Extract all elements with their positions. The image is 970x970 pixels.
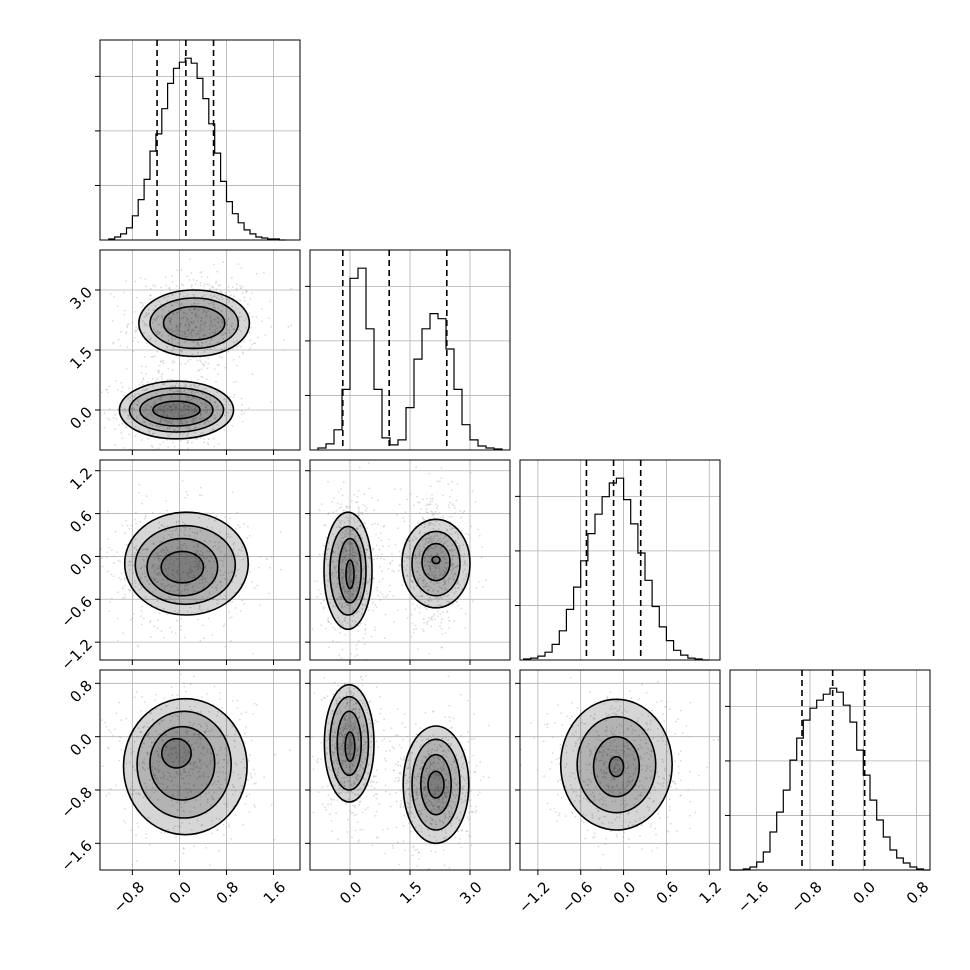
pair-frame-3-0 [99, 669, 301, 871]
scatter-points-3-1 [311, 670, 490, 870]
ytick-label-2-1: −0.6 [58, 593, 96, 631]
contour-3-1-0 [344, 731, 356, 763]
contour-2-0-3 [123, 511, 250, 616]
histogram-panel-1 [305, 249, 511, 451]
xtick-label-0-1: 0.0 [166, 878, 196, 908]
histogram-0 [108, 57, 286, 241]
contour-3-1-1 [336, 710, 363, 777]
contour-2-0-0 [160, 550, 205, 584]
contour-3-2-3 [559, 698, 673, 831]
histogram-frame-3 [729, 669, 931, 871]
contour-3-0-1 [149, 725, 216, 801]
histogram-frame-1 [309, 249, 511, 451]
contour-1-0-4 [139, 393, 214, 427]
pair-panel-3-2 [515, 669, 721, 875]
contour-3-2-0 [608, 755, 625, 778]
xtick-label-0-0: −0.8 [110, 878, 148, 916]
xtick-label-1-1: 1.5 [396, 878, 426, 908]
xtick-label-3-2: 0.0 [849, 878, 879, 908]
histogram-frame-0 [99, 39, 301, 241]
xtick-label-1-0: 0.0 [336, 878, 366, 908]
xtick-label-3-1: −0.8 [787, 878, 825, 916]
contour-3-1-2 [329, 695, 370, 791]
histogram-1 [317, 267, 503, 450]
ytick-label-2-0: −1.2 [58, 635, 96, 673]
xtick-label-2-3: 0.6 [653, 878, 683, 908]
contour-1-0-1 [149, 297, 240, 350]
pair-panel-2-1 [305, 459, 511, 665]
ytick-label-1-1: 1.5 [66, 343, 96, 373]
contour-3-1-3 [323, 683, 375, 803]
histogram-panel-0 [95, 39, 301, 241]
contour-3-2-1 [592, 735, 641, 798]
contour-1-0-3 [152, 400, 201, 420]
pair-panel-3-1 [305, 669, 511, 875]
contour-2-1-1 [337, 537, 362, 604]
xtick-label-2-0: −1.2 [515, 878, 553, 916]
contour-2-1-5 [421, 542, 451, 582]
ytick-label-1-0: 0.0 [66, 403, 96, 433]
contour-2-0-1 [146, 537, 219, 597]
contour-3-0-3 [122, 697, 248, 836]
density-shading-3-1 [324, 684, 469, 844]
contour-3-1-6 [411, 738, 461, 831]
pair-frame-3-1 [309, 669, 511, 871]
xtick-label-3-0: −1.6 [734, 878, 772, 916]
contour-3-0-0 [160, 737, 192, 769]
contour-3-1-7 [402, 725, 470, 845]
ytick-label-2-4: 1.2 [66, 464, 96, 494]
contour-2-1-6 [411, 530, 461, 597]
histogram-3 [730, 687, 930, 871]
ytick-label-3-2: 0.0 [66, 730, 96, 760]
contour-3-0-2 [136, 710, 232, 819]
contour-3-1-4 [427, 770, 445, 799]
scatter-points-3-2 [520, 676, 719, 870]
xtick-label-2-2: 0.0 [610, 878, 640, 908]
contour-3-2-2 [576, 715, 657, 814]
contour-2-1-4 [431, 555, 441, 565]
xtick-label-1-2: 3.0 [456, 878, 486, 908]
pair-panel-1-0 [95, 249, 301, 455]
pair-frame-2-0 [99, 459, 301, 661]
contour-1-0-0 [162, 305, 226, 341]
histogram-frame-2 [519, 459, 721, 661]
contour-2-1-0 [345, 559, 355, 590]
pair-frame-1-0 [99, 249, 301, 451]
density-shading-1-0 [119, 290, 250, 439]
xtick-label-2-1: −0.6 [558, 878, 596, 916]
ytick-label-2-2: 0.0 [66, 550, 96, 580]
contour-1-0-5 [128, 387, 225, 433]
contour-2-1-7 [401, 518, 471, 609]
pair-panel-2-0 [95, 459, 301, 665]
ytick-label-3-3: 0.8 [66, 677, 96, 707]
contour-2-1-2 [329, 525, 367, 616]
histogram-panel-2 [515, 459, 721, 661]
xtick-label-0-2: 0.8 [213, 878, 243, 908]
ytick-label-3-0: −1.6 [58, 837, 96, 875]
ytick-label-3-1: −0.8 [58, 783, 96, 821]
density-shading-3-0 [123, 698, 248, 835]
xtick-label-2-4: 1.2 [695, 878, 725, 908]
contour-1-0-2 [138, 289, 251, 358]
xtick-label-3-3: 0.8 [903, 878, 933, 908]
histogram-2 [523, 477, 710, 661]
pair-frame-2-1 [309, 459, 511, 661]
contour-1-0-6 [118, 380, 235, 440]
ytick-label-1-2: 3.0 [66, 283, 96, 313]
pair-frame-3-2 [519, 669, 721, 871]
ytick-label-2-3: 0.6 [66, 507, 96, 537]
contour-3-1-5 [419, 753, 452, 816]
contour-2-0-2 [134, 524, 237, 606]
scatter-points-3-0 [100, 673, 291, 867]
xtick-label-0-3: 1.6 [260, 878, 290, 908]
pair-panel-3-0 [95, 669, 301, 875]
histogram-panel-3 [725, 669, 931, 871]
contour-2-1-3 [323, 511, 373, 631]
